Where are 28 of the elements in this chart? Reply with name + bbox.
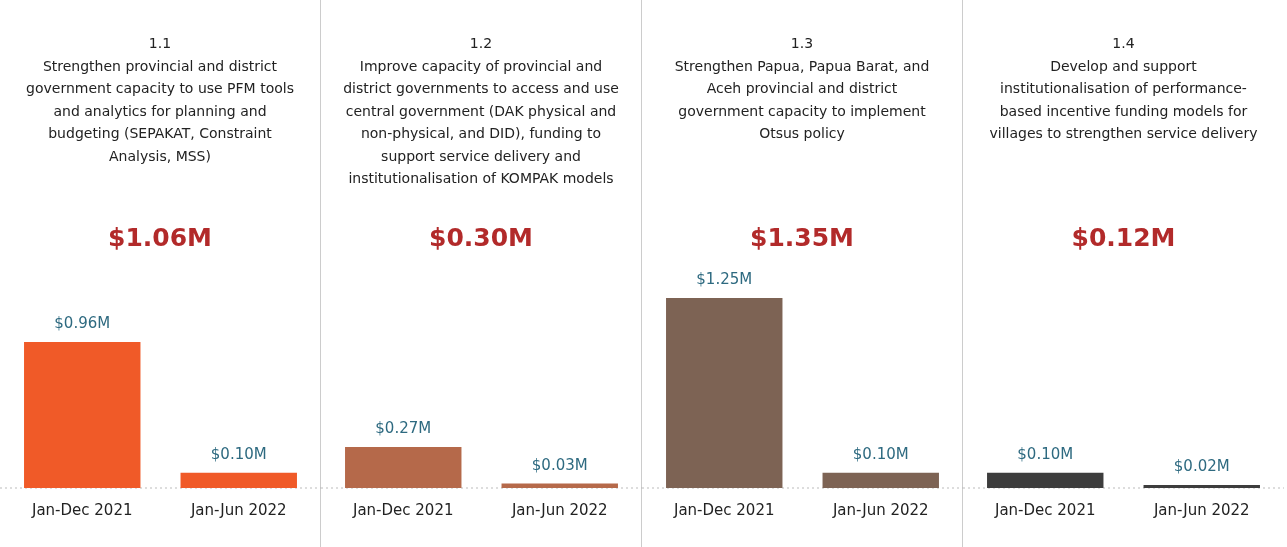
x-tick-label: Jan-Jun 2022 xyxy=(1152,500,1250,519)
x-tick-label: Jan-Dec 2021 xyxy=(672,500,775,519)
x-tick-label: Jan-Jun 2022 xyxy=(831,500,929,519)
x-tick-label: Jan-Dec 2021 xyxy=(993,500,1096,519)
chart-title: 1.4 xyxy=(1111,34,1136,53)
x-tick-label: Jan-Jun 2022 xyxy=(189,500,287,519)
x-tick-label: Jan-Dec 2021 xyxy=(351,500,454,519)
text: $0.12M xyxy=(1071,222,1176,254)
chart-title: 1.2 xyxy=(468,34,494,53)
data-label: $0.10M xyxy=(1017,445,1074,464)
text: $0.30M xyxy=(429,222,533,254)
chart-title: 1.3 xyxy=(789,34,815,53)
x-tick-label: Jan-Jun 2022 xyxy=(510,500,608,519)
x-tick-label: Jan-Dec 2021 xyxy=(30,500,133,519)
chart-title: 1.1 xyxy=(147,34,173,53)
data-label: $0.96M xyxy=(53,314,110,333)
text: $1.35M xyxy=(750,222,854,254)
data-label: $0.02M xyxy=(1173,457,1230,476)
data-label: $0.10M xyxy=(210,445,267,464)
chart-subtitle: Strengthen Papua, Papua Barat, and Aceh provincial and district government capacity to implement Otsus policy xyxy=(673,56,931,143)
data-label: $1.25M xyxy=(695,270,752,289)
data-label: $0.10M xyxy=(852,445,909,464)
text: $1.06M xyxy=(108,222,212,254)
data-label: $0.27M xyxy=(374,419,431,438)
chart-subtitle: Improve capacity of provincial and district governments to access and use central government (DAK physical and non-physical, and DID), funding to support service delivery and institutionalisation of KOMPAK models xyxy=(342,56,620,188)
chart-subtitle: Strengthen provincial and district government capacity to use PFM tools and analytics for planning and budgeting (SEPAKAT, Constraint Analysis, MSS) xyxy=(25,56,295,166)
chart-subtitle: Develop and support institutionalisation of performance-based incentive funding models for villages to strengthen service delivery xyxy=(988,56,1259,143)
data-label: $0.03M xyxy=(531,455,588,474)
